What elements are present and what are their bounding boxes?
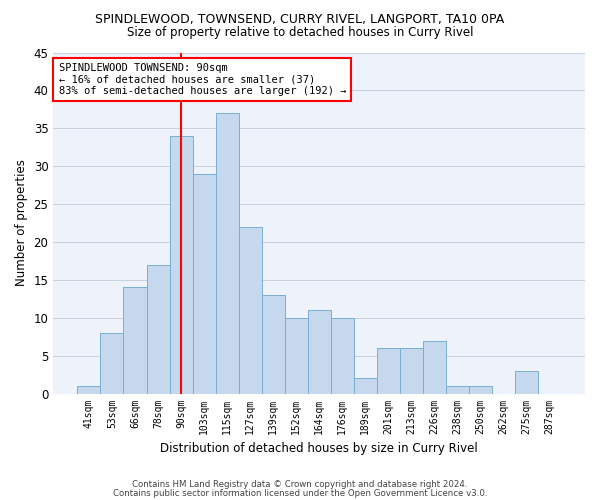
Bar [100,333,124,394]
Bar [262,295,284,394]
Bar [377,348,400,394]
Bar [515,371,538,394]
Bar [77,386,100,394]
Bar [423,340,446,394]
Text: Contains public sector information licensed under the Open Government Licence v3: Contains public sector information licen… [113,488,487,498]
Bar [146,264,170,394]
Bar [331,318,353,394]
Bar [400,348,423,394]
Y-axis label: Number of properties: Number of properties [15,160,28,286]
Bar [446,386,469,394]
Bar [215,113,239,394]
Bar [469,386,492,394]
Bar [284,318,308,394]
Text: SPINDLEWOOD, TOWNSEND, CURRY RIVEL, LANGPORT, TA10 0PA: SPINDLEWOOD, TOWNSEND, CURRY RIVEL, LANG… [95,12,505,26]
Bar [308,310,331,394]
X-axis label: Distribution of detached houses by size in Curry Rivel: Distribution of detached houses by size … [160,442,478,455]
Bar [239,227,262,394]
Bar [353,378,377,394]
Bar [124,288,146,394]
Bar [193,174,215,394]
Text: SPINDLEWOOD TOWNSEND: 90sqm
← 16% of detached houses are smaller (37)
83% of sem: SPINDLEWOOD TOWNSEND: 90sqm ← 16% of det… [59,62,346,96]
Text: Contains HM Land Registry data © Crown copyright and database right 2024.: Contains HM Land Registry data © Crown c… [132,480,468,489]
Text: Size of property relative to detached houses in Curry Rivel: Size of property relative to detached ho… [127,26,473,39]
Bar [170,136,193,394]
